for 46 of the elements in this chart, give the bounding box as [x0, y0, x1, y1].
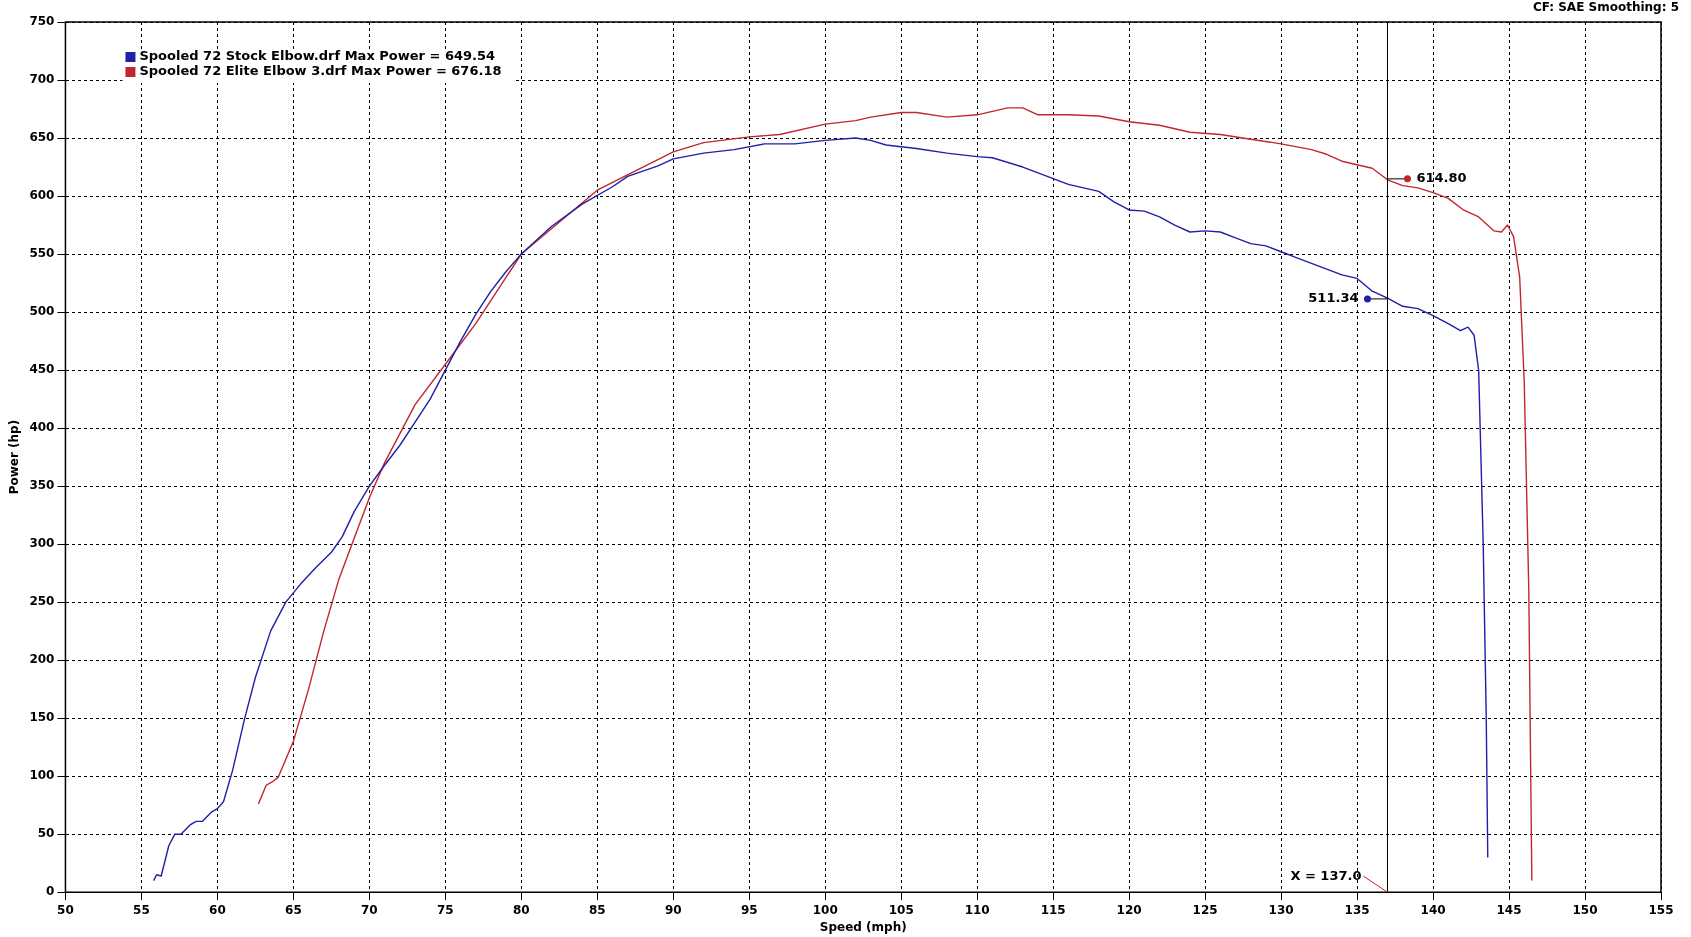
x-tick-label: 150	[1572, 902, 1598, 917]
ref-line-label: X = 137.0	[1290, 867, 1362, 883]
x-tick-label: 155	[1648, 902, 1674, 917]
y-tick-label: 50	[37, 826, 55, 841]
y-tick-label: 600	[29, 188, 55, 203]
y-tick-label: 250	[29, 594, 55, 609]
x-tick-label: 55	[133, 902, 150, 917]
legend-label: Spooled 72 Stock Elbow.drf Max Power = 649.54	[139, 48, 496, 64]
y-tick-label: 650	[29, 130, 55, 145]
y-tick-label: 0	[46, 884, 55, 899]
y-tick-label: 350	[29, 478, 55, 493]
x-tick-label: 120	[1116, 902, 1142, 917]
y-tick-label: 200	[29, 652, 55, 667]
x-tick-label: 80	[512, 902, 530, 917]
y-tick-label: 300	[29, 536, 55, 551]
y-tick-label: 700	[29, 72, 55, 87]
x-tick-label: 50	[57, 902, 74, 917]
x-tick-label: 85	[588, 902, 606, 917]
x-tick-label: 90	[664, 902, 682, 917]
annotation: 614.80	[1416, 170, 1467, 186]
y-tick-label: 550	[29, 246, 55, 261]
x-tick-label: 65	[285, 902, 302, 917]
x-tick-label: 70	[361, 902, 378, 917]
y-axis-title: Power (hp)	[7, 419, 22, 495]
x-tick-label: 75	[436, 902, 454, 917]
x-tick-label: 115	[1040, 902, 1066, 917]
x-tick-label: 105	[888, 902, 914, 917]
x-axis-title: Speed (mph)	[819, 919, 907, 934]
x-tick-label: 145	[1496, 902, 1522, 917]
y-tick-label: 750	[29, 14, 55, 29]
x-tick-label: 125	[1192, 902, 1218, 917]
y-tick-label: 450	[29, 362, 55, 377]
x-tick-label: 60	[209, 902, 226, 917]
annotation: 511.34	[1308, 290, 1359, 306]
legend-label: Spooled 72 Elite Elbow 3.drf Max Power = 676.18	[139, 63, 502, 79]
y-tick-label: 150	[29, 710, 55, 725]
y-tick-label: 400	[29, 420, 55, 435]
x-tick-label: 135	[1344, 902, 1370, 917]
y-tick-label: 500	[29, 304, 55, 319]
x-tick-label: 100	[812, 902, 838, 917]
x-tick-label: 95	[740, 902, 758, 917]
x-tick-label: 130	[1268, 902, 1294, 917]
x-tick-label: 110	[964, 902, 990, 917]
text: CF: SAE Smoothing: 5	[1532, 0, 1679, 14]
y-tick-label: 100	[29, 768, 55, 783]
x-tick-label: 140	[1420, 902, 1446, 917]
